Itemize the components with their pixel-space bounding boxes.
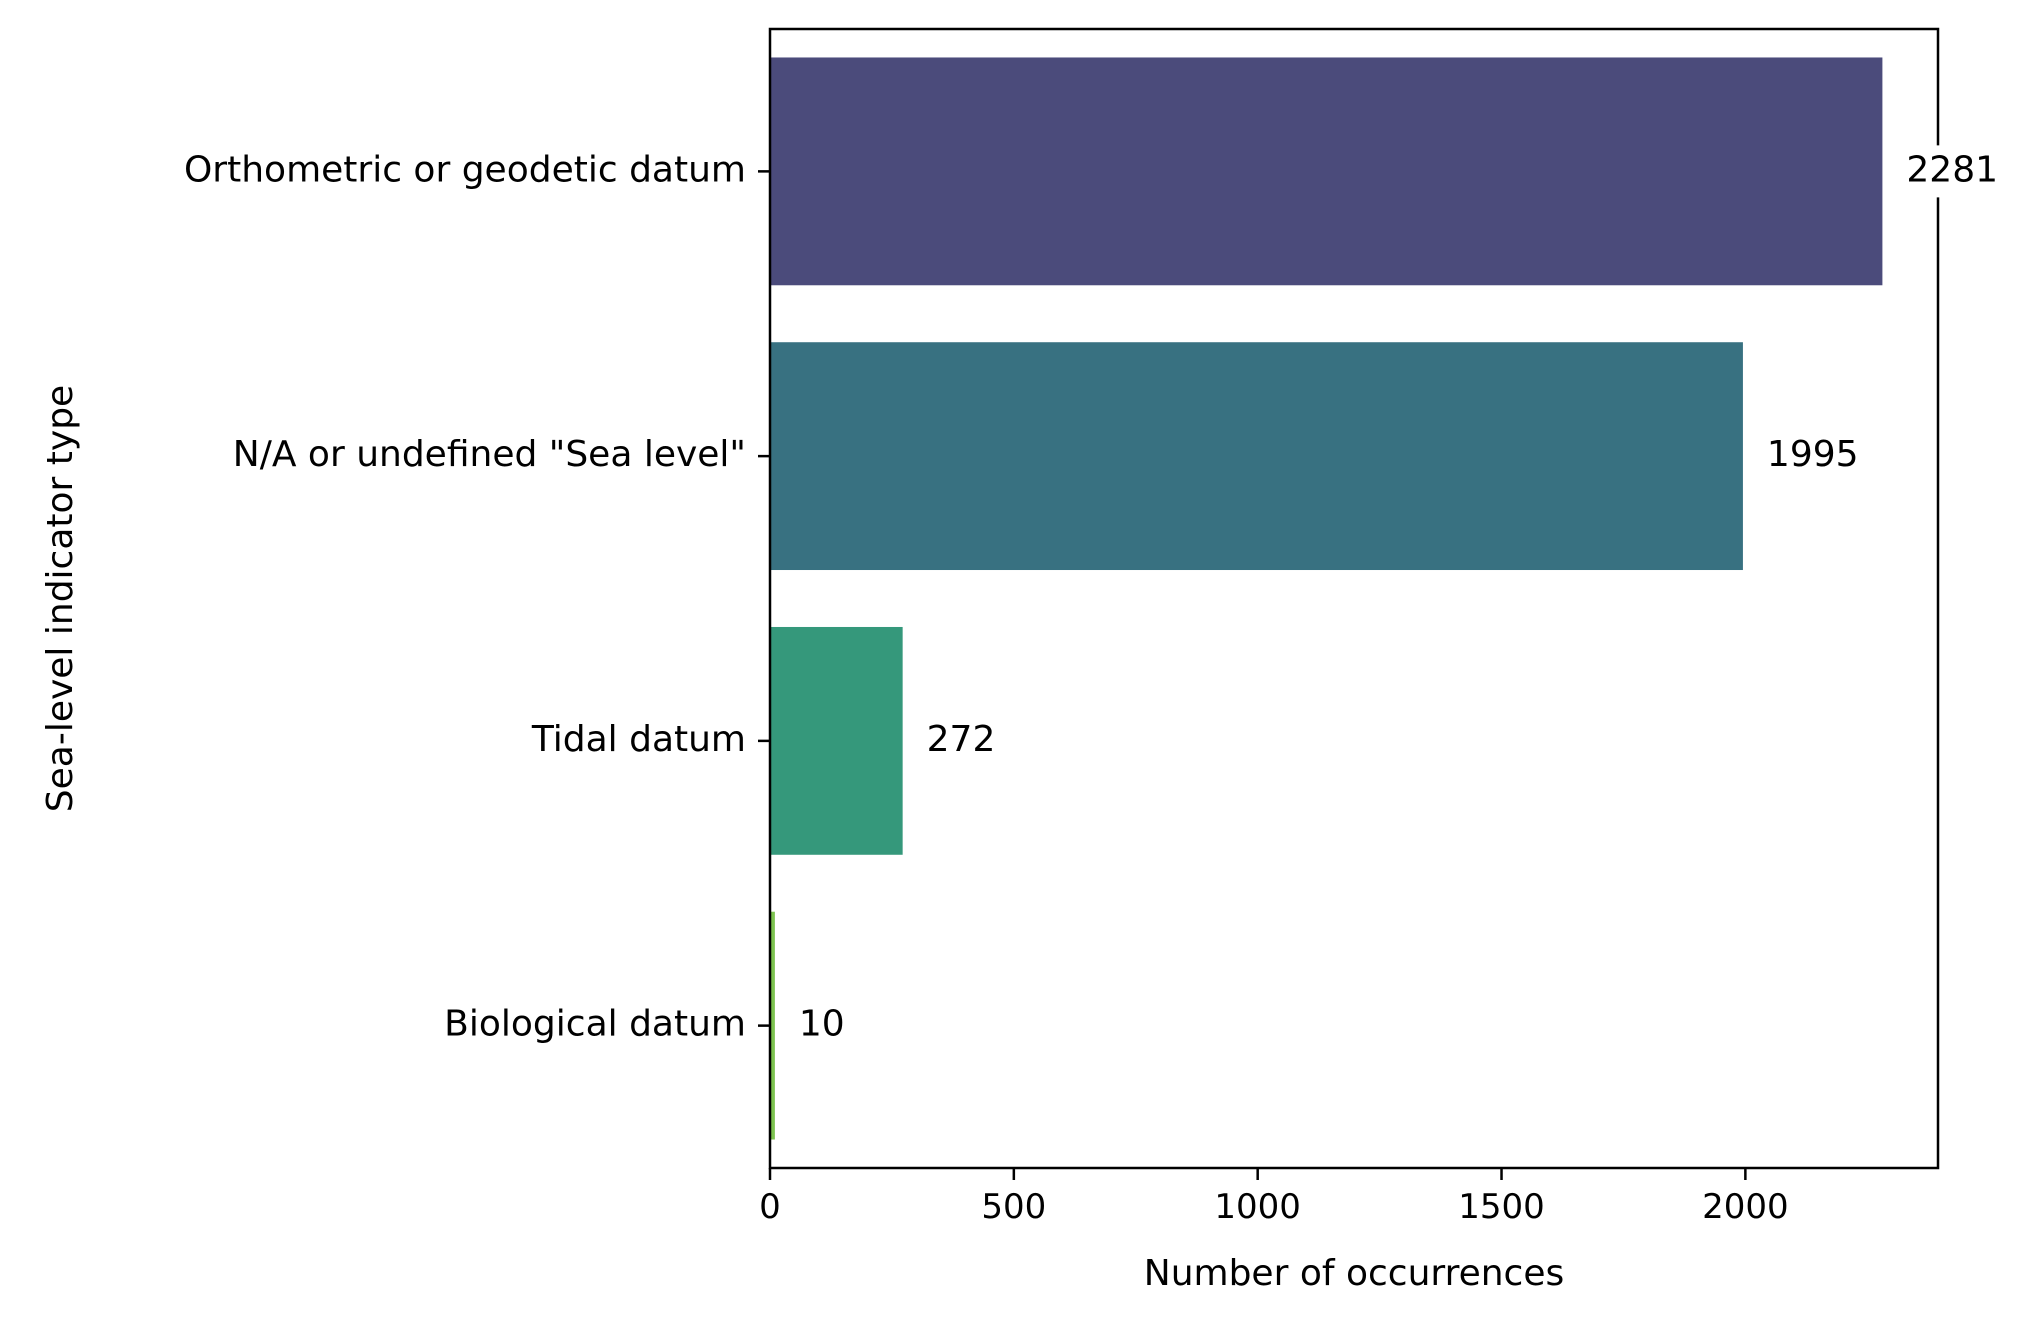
bars-group xyxy=(770,57,1883,1140)
category-label: Orthometric or geodetic datum xyxy=(184,149,746,190)
value-label: 2281 xyxy=(1906,149,1998,190)
plot-frame xyxy=(768,27,1940,1170)
x-ticks-group: 0 500 1000 1500 2000 xyxy=(759,1168,1789,1227)
bar xyxy=(770,911,775,1140)
x-tick-label: 1000 xyxy=(1214,1187,1301,1227)
value-label-background xyxy=(1900,145,2005,198)
value-label: 272 xyxy=(927,719,996,760)
x-axis-title: Number of occurrences xyxy=(1144,1253,1564,1294)
x-tick-label: 2000 xyxy=(1702,1187,1789,1227)
x-tick-label: 500 xyxy=(981,1187,1046,1227)
value-label-background xyxy=(1760,430,1865,483)
x-tick-label: 0 xyxy=(759,1187,781,1227)
value-label: 10 xyxy=(799,1004,845,1045)
category-label: Tidal datum xyxy=(531,719,746,760)
category-label: N/A or undefined "Sea level" xyxy=(233,434,746,475)
bar xyxy=(770,342,1743,571)
value-label: 1995 xyxy=(1767,434,1859,475)
category-label: Biological datum xyxy=(444,1004,746,1045)
bar xyxy=(770,626,903,855)
value-label-background xyxy=(792,999,851,1052)
bar xyxy=(770,57,1883,286)
y-axis-title: Sea-level indicator type xyxy=(40,385,81,812)
value-labels-group: 2281 1995 272 10 xyxy=(792,145,2005,1052)
y-ticks-group: Orthometric or geodetic datum N/A or unde… xyxy=(184,149,770,1045)
value-label-background xyxy=(920,714,1002,767)
x-tick-label: 1500 xyxy=(1458,1187,1545,1227)
